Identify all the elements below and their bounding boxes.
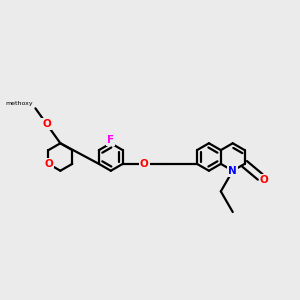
Text: O: O xyxy=(140,159,148,169)
Text: methoxy: methoxy xyxy=(6,101,33,106)
Text: O: O xyxy=(42,119,51,129)
Text: F: F xyxy=(107,135,114,145)
Text: O: O xyxy=(260,175,268,185)
Text: O: O xyxy=(44,159,53,169)
Text: N: N xyxy=(228,166,237,176)
